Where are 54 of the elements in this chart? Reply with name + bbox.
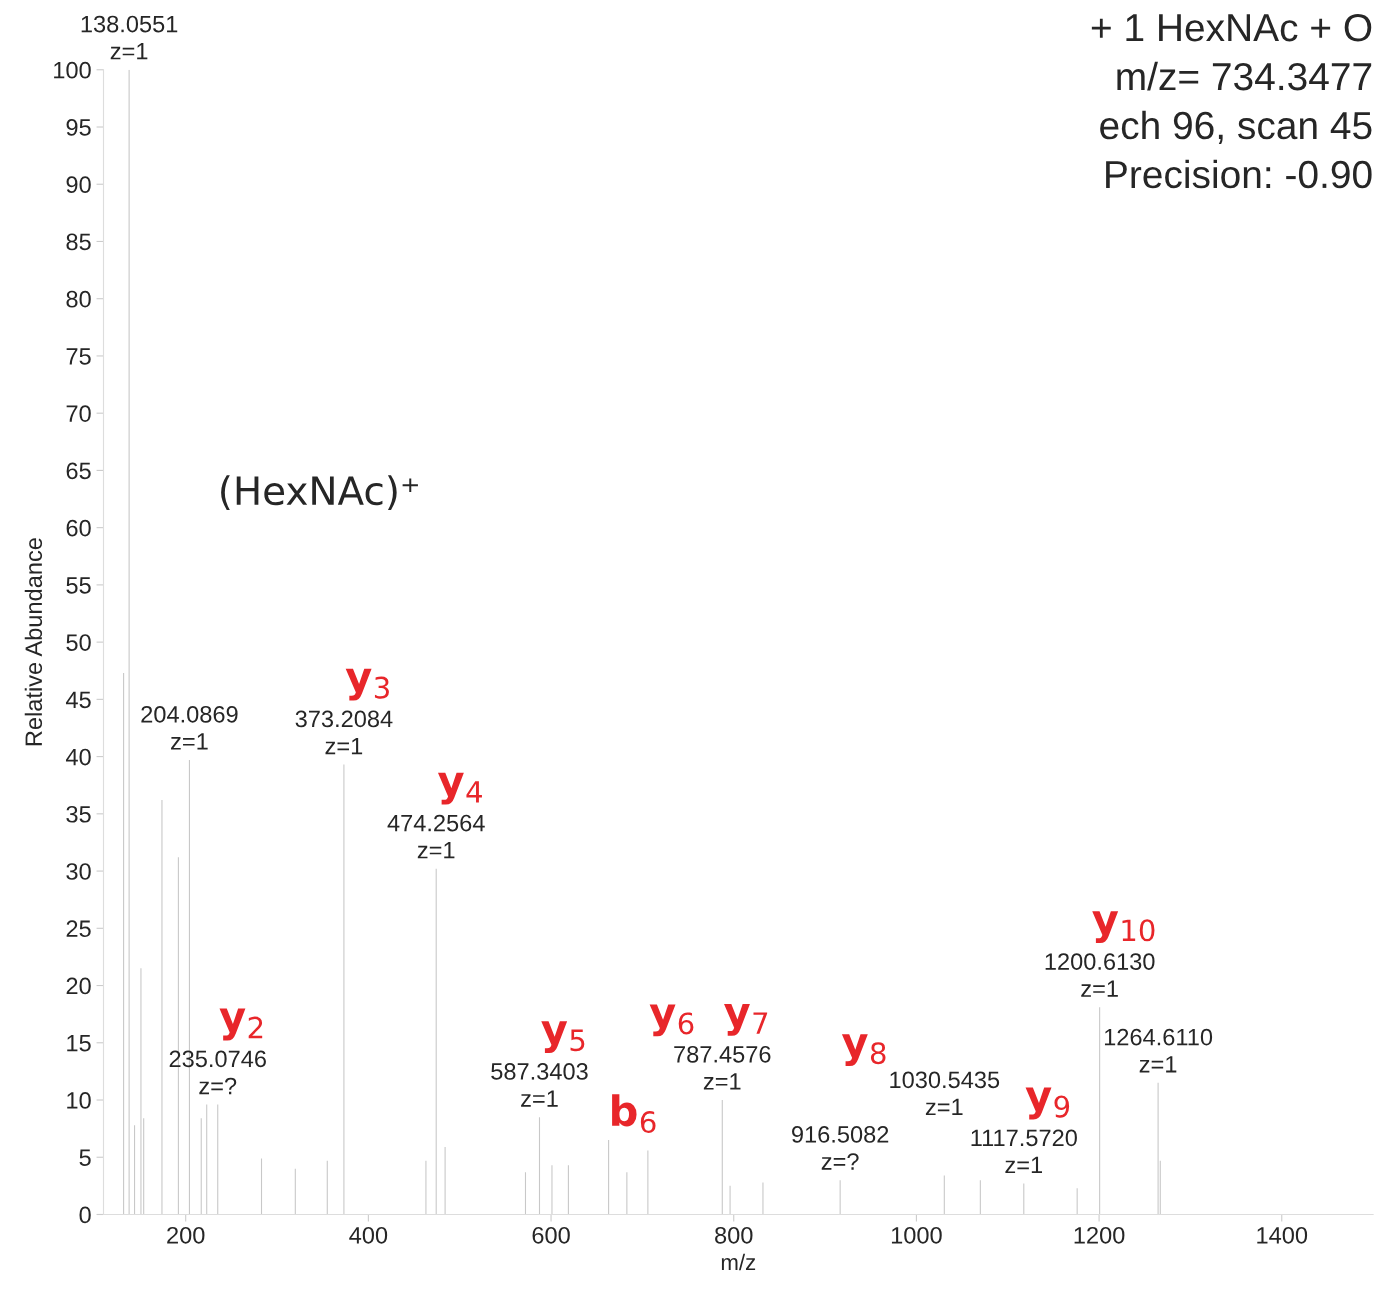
y-tick-label: 85 (66, 233, 91, 251)
y-tick-label: 10 (67, 1092, 91, 1109)
y-tick-label: 65 (66, 462, 91, 480)
annotation: 587.3403 z=1 (491, 1063, 588, 1107)
annotation: y$_{5}$ (541, 1021, 585, 1053)
y-tick-label: 50 (66, 634, 91, 651)
annotation: 1030.5435 z=1 (890, 1071, 1000, 1116)
annotation: 1264.6110 z=1 (1104, 1028, 1213, 1073)
y-tick-label: 70 (66, 405, 91, 422)
annotation: 204.0869 z=1 (141, 705, 238, 750)
x-tick-label: 1000 (891, 1226, 942, 1244)
annotation: 916.5082 z=? (792, 1126, 889, 1170)
annotation: b$_{6}$ (612, 1094, 656, 1134)
annotation: 235.0746 z=? (169, 1050, 266, 1095)
annotation: y$_{8}$ (841, 1034, 886, 1066)
y-tick-label: 95 (66, 119, 91, 136)
x-tick-label: 1200 (1074, 1226, 1125, 1244)
annotation: (HexNAc)⁺ (221, 475, 418, 510)
annotation: y$_{4}$ (437, 772, 482, 805)
y-tick-label: 100 (54, 61, 91, 79)
y-tick-label: 60 (66, 519, 91, 537)
y-tick-label: 55 (66, 577, 91, 594)
y-tick-label: 0 (79, 1206, 91, 1224)
annotation: y$_{9}$ (1025, 1087, 1070, 1120)
annotation: y$_{7}$ (724, 1004, 768, 1036)
annotation: 1200.6130 z=1 (1045, 953, 1155, 997)
annotation: y$_{2}$ (219, 1008, 263, 1041)
x-tick-label: 400 (349, 1226, 388, 1244)
y-tick-label: 80 (66, 290, 91, 308)
y-axis-title: Relative Abundance (24, 538, 43, 746)
x-tick-label: 600 (532, 1226, 570, 1244)
annotation: 373.2084 z=1 (295, 710, 393, 755)
y-tick-label: 25 (66, 920, 91, 938)
annotation: y$_{6}$ (649, 1004, 694, 1037)
y-tick-label: 30 (66, 863, 91, 880)
annotation: 1117.5720 z=1 (971, 1129, 1077, 1174)
annotation: 138.0551 z=1 (81, 15, 178, 60)
annotation: y$_{3}$ (345, 668, 389, 701)
y-tick-label: 35 (66, 805, 91, 823)
y-tick-label: 15 (67, 1035, 91, 1052)
x-tick-label: 200 (167, 1226, 205, 1244)
annotation: 474.2564 z=1 (387, 814, 485, 859)
x-tick-label: 800 (715, 1226, 753, 1244)
annotation: 787.4576 z=1 (674, 1045, 771, 1090)
annotation: + 1 HexNAc + O m/z= 734.3477 ech 96, scan 45 Precision: -0.90 (1091, 13, 1372, 189)
y-tick-label: 20 (66, 977, 91, 995)
y-tick-label: 75 (66, 348, 91, 365)
y-tick-label: 5 (79, 1149, 91, 1167)
y-tick-label: 45 (65, 691, 91, 709)
x-tick-label: 1400 (1257, 1226, 1308, 1244)
annotation: y$_{10}$ (1092, 911, 1155, 944)
x-axis-title: m/z (721, 1253, 756, 1271)
y-tick-label: 90 (66, 176, 91, 194)
y-tick-label: 40 (65, 748, 91, 766)
